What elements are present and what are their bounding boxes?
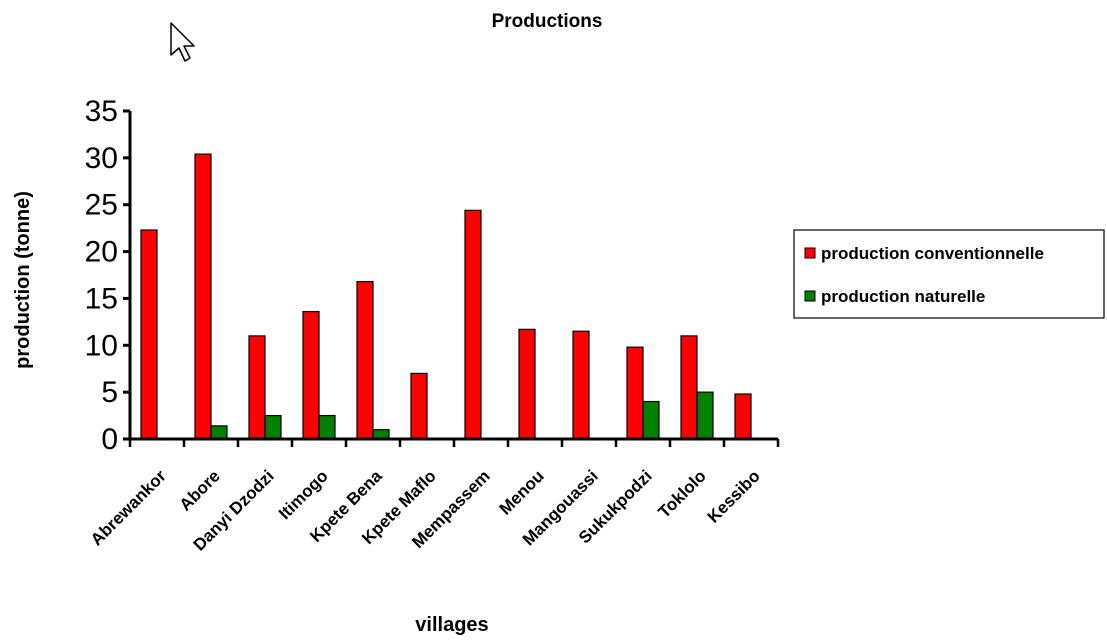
bar-conventionnelle bbox=[194, 153, 212, 440]
x-tick-label: Menou bbox=[496, 466, 548, 518]
bar-naturelle bbox=[642, 400, 660, 440]
bar-naturelle bbox=[264, 414, 282, 440]
y-axis-title: production (tonne) bbox=[12, 191, 34, 369]
bar-conventionnelle bbox=[734, 393, 752, 440]
bar-conventionnelle bbox=[680, 335, 698, 440]
legend-swatch-conventionnelle bbox=[804, 247, 816, 259]
y-tick-label: 15 bbox=[85, 282, 118, 315]
bar-conventionnelle bbox=[626, 346, 644, 440]
bar-naturelle bbox=[210, 425, 228, 440]
mouse-pointer-icon bbox=[170, 22, 195, 62]
bar-conventionnelle bbox=[140, 229, 158, 440]
legend: production conventionnelle production na… bbox=[793, 229, 1105, 319]
chart-title: Productions bbox=[492, 11, 603, 32]
bar-conventionnelle bbox=[518, 328, 536, 440]
y-tick-label: 0 bbox=[101, 423, 118, 456]
x-axis-title: villages bbox=[415, 614, 488, 636]
legend-swatch-naturelle bbox=[804, 290, 816, 302]
x-tick-label: Abore bbox=[176, 466, 224, 514]
y-tick-label: 20 bbox=[85, 236, 118, 269]
y-tick-label: 35 bbox=[85, 95, 118, 128]
bar-conventionnelle bbox=[356, 280, 374, 440]
y-tick-label: 30 bbox=[85, 142, 118, 175]
x-tick-label: Abrewankor bbox=[87, 466, 170, 549]
legend-label-naturelle: production naturelle bbox=[821, 287, 985, 306]
y-tick-label: 25 bbox=[85, 189, 118, 222]
bar-conventionnelle bbox=[248, 335, 266, 440]
bar-conventionnelle bbox=[464, 209, 482, 440]
bar-naturelle bbox=[318, 414, 336, 440]
bar-conventionnelle bbox=[302, 310, 320, 440]
bar-conventionnelle bbox=[572, 330, 590, 440]
x-tick-label: Kessibo bbox=[704, 466, 764, 526]
bar-naturelle bbox=[696, 391, 714, 440]
x-tick-label: Toklolo bbox=[655, 466, 710, 521]
legend-box bbox=[793, 229, 1105, 319]
bar-conventionnelle bbox=[410, 372, 428, 440]
y-tick-label: 10 bbox=[85, 329, 118, 362]
y-tick-label: 5 bbox=[101, 376, 118, 409]
legend-label-conventionnelle: production conventionnelle bbox=[821, 244, 1044, 263]
